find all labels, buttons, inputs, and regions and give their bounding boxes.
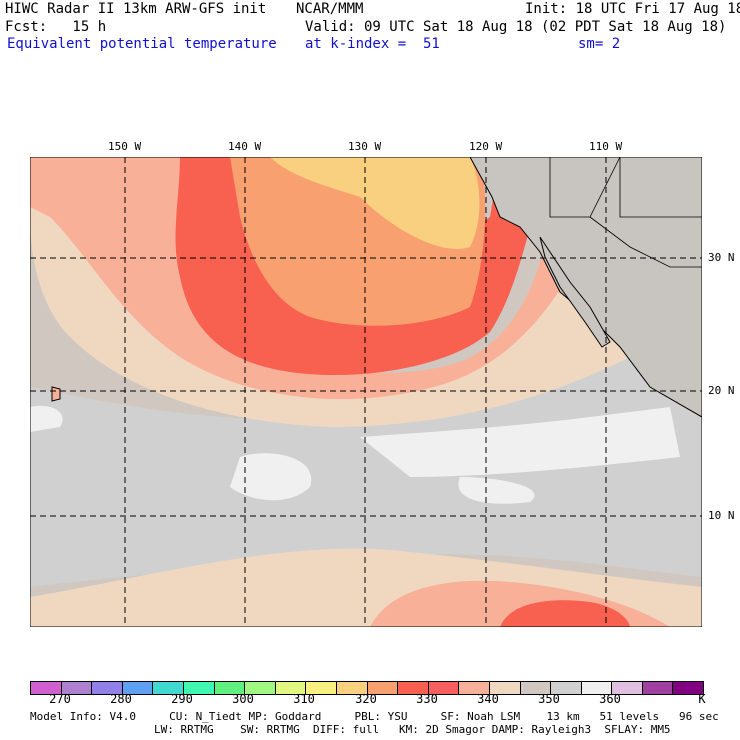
color-scale-swatch [245,682,276,694]
color-scale-swatch [581,682,613,694]
valid-time: Valid: 09 UTC Sat 18 Aug 18 (02 PDT Sat … [305,19,727,35]
plot-title: HIWC Radar II 13km ARW-GFS init [5,1,267,17]
level-index: at k-index = 51 [305,36,440,52]
color-scale-swatch [673,682,704,694]
contour-338-salmon [30,157,590,400]
smoothing: sm= 2 [578,36,621,52]
state-borders [549,157,702,268]
color-scale-swatch [61,682,93,694]
scale-label: 330 [416,692,438,706]
lon-label: 150 W [108,140,142,153]
lon-label: 140 W [228,140,262,153]
lat-label: 30 N [708,251,735,264]
color-scale-swatch [183,682,215,694]
color-scale-swatch [122,682,154,694]
theta-e-map [30,157,702,627]
lat-label: 20 N [708,384,735,397]
color-scale-swatch [92,682,123,694]
color-scale-bar [30,681,704,695]
land-baja [539,236,611,348]
lon-label: 120 W [469,140,503,153]
lon-label: 130 W [348,140,382,153]
color-scale-swatch [336,682,368,694]
scale-label: 270 [49,692,71,706]
scale-label: 300 [232,692,254,706]
color-scale-swatch [214,682,246,694]
color-scale-swatch [153,682,184,694]
contour-340-tan [30,157,630,427]
land-hawaii [51,386,61,402]
init-time: Init: 18 UTC Fri 17 Aug 18 [525,1,740,17]
scale-unit: K [698,692,706,706]
color-scale-swatch [642,682,674,694]
color-scale-swatch [31,682,62,694]
color-scale-swatch [367,682,399,694]
forecast-hour: Fcst: 15 h [5,19,107,35]
color-scale-swatch [489,682,521,694]
contour-315-yellow [270,157,480,249]
color-scale-swatch [459,682,490,694]
lat-label: 10 N [708,509,735,522]
graticule [30,157,702,627]
contour-360-white [30,405,680,504]
color-scale-swatch [428,682,460,694]
color-scale-swatch [551,682,582,694]
scale-label: 320 [355,692,377,706]
scale-label: 360 [599,692,621,706]
scale-label: 280 [110,692,132,706]
land-north-america [469,157,702,418]
lon-label: 110 W [589,140,623,153]
organization: NCAR/MMM [296,1,364,17]
scale-label: 310 [293,692,315,706]
scale-label: 350 [538,692,560,706]
scale-label: 340 [477,692,499,706]
model-info-line1: Model Info: V4.0 CU: N_Tiedt MP: Goddard… [30,710,719,723]
color-scale-swatch [306,682,337,694]
color-scale-swatch [275,682,307,694]
contour-350 [30,347,702,587]
color-scale-swatch [612,682,643,694]
color-scale-swatch [520,682,552,694]
model-info-line2: LW: RRTMG SW: RRTMG DIFF: full KM: 2D Sm… [154,723,671,736]
contour-330-south [500,600,630,627]
scale-label: 290 [171,692,193,706]
field-name: Equivalent potential temperature [7,36,277,52]
color-scale-swatch [398,682,429,694]
